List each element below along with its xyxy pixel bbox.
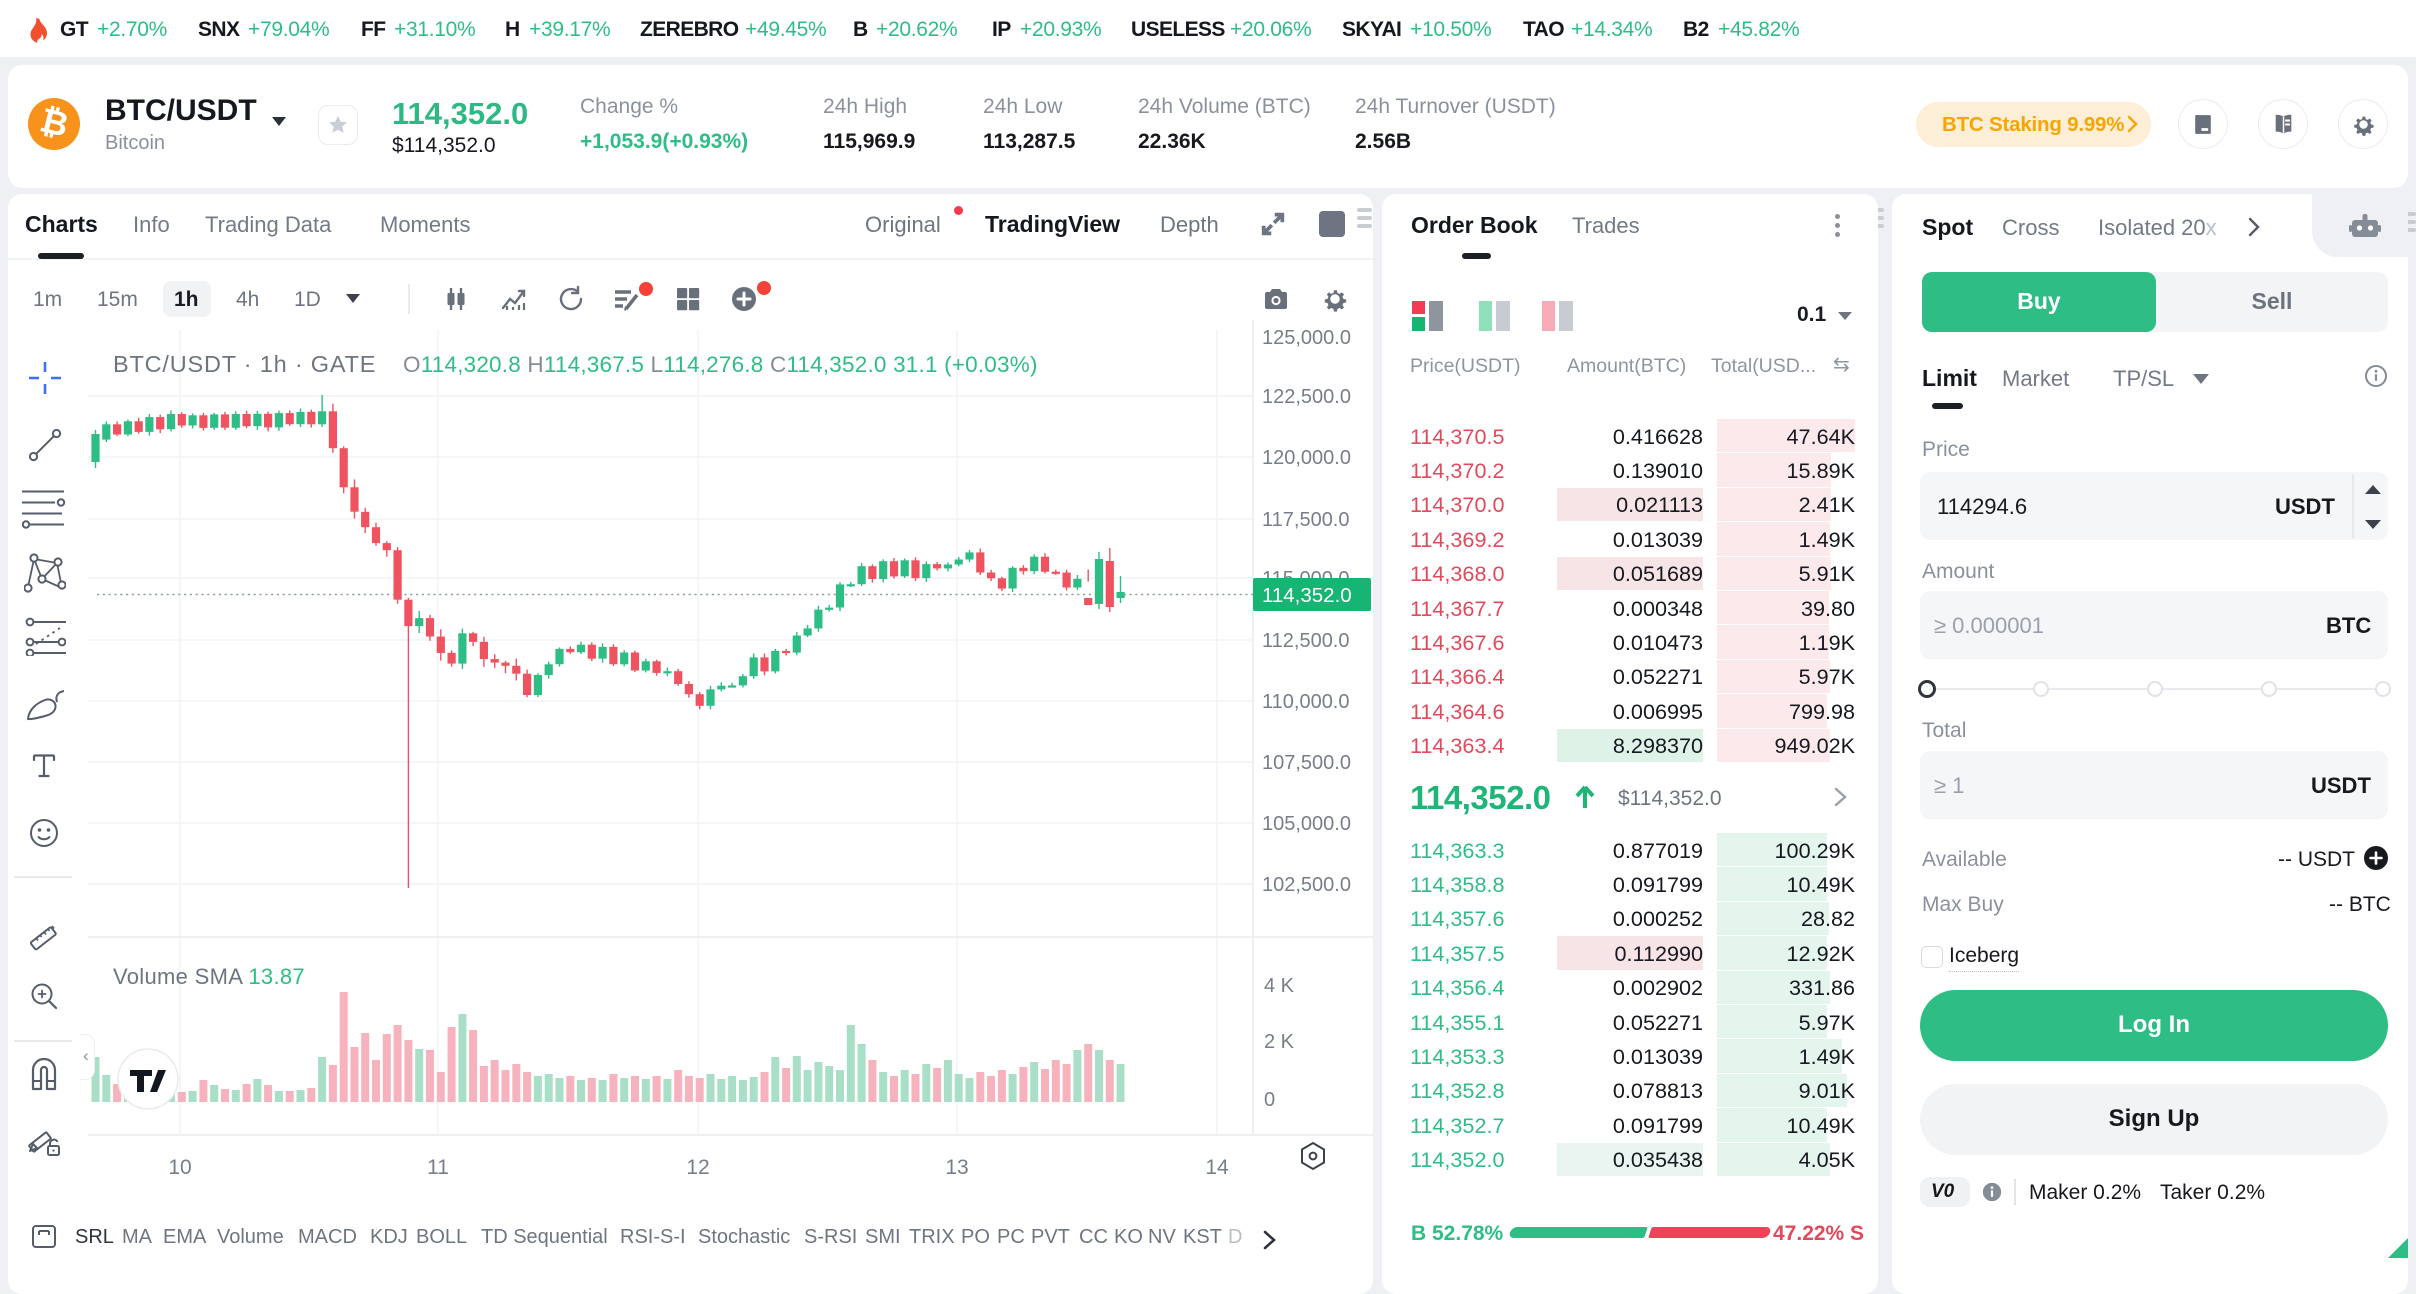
svg-text:14: 14 bbox=[1205, 1156, 1229, 1179]
svg-text:110,000.0: 110,000.0 bbox=[1262, 691, 1350, 713]
svg-text:4 K: 4 K bbox=[1264, 975, 1295, 997]
svg-text:11: 11 bbox=[427, 1156, 449, 1179]
svg-text:120,000.0: 120,000.0 bbox=[1262, 447, 1351, 469]
svg-text:BTC/USDT · 1h · GATE: BTC/USDT · 1h · GATE bbox=[113, 351, 376, 377]
svg-text:13: 13 bbox=[945, 1156, 968, 1179]
svg-text:114,352.0: 114,352.0 bbox=[1262, 584, 1352, 607]
svg-text:112,500.0: 112,500.0 bbox=[1262, 630, 1350, 652]
svg-text:2 K: 2 K bbox=[1264, 1031, 1295, 1053]
svg-text:102,500.0: 102,500.0 bbox=[1262, 874, 1351, 896]
svg-text:122,500.0: 122,500.0 bbox=[1262, 386, 1351, 408]
svg-text:107,500.0: 107,500.0 bbox=[1262, 752, 1351, 774]
svg-text:12: 12 bbox=[686, 1156, 709, 1179]
svg-text:117,500.0: 117,500.0 bbox=[1262, 509, 1350, 531]
svg-text:Volume SMA 13.87: Volume SMA 13.87 bbox=[113, 964, 305, 989]
svg-text:O114,320.8 H114,367.5 L114,2: O114,320.8 H114,367.5 L114,276.8 C114,35… bbox=[403, 352, 1038, 377]
svg-text:10: 10 bbox=[168, 1156, 191, 1179]
svg-text:125,000.0: 125,000.0 bbox=[1262, 327, 1351, 349]
svg-text:0: 0 bbox=[1264, 1089, 1275, 1111]
svg-text:105,000.0: 105,000.0 bbox=[1262, 813, 1351, 835]
